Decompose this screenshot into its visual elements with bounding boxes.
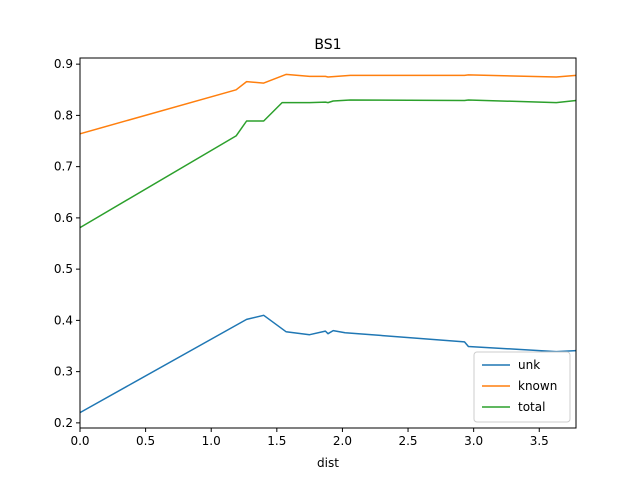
y-tick-label: 0.6: [54, 211, 73, 225]
series-line-unk: [79, 314, 577, 414]
series-line-known: [79, 73, 577, 135]
plot-frame: [79, 57, 577, 429]
series-line-total: [79, 99, 577, 229]
y-tick-label: 0.2: [54, 416, 73, 430]
x-tick-label: 3.5: [530, 434, 549, 448]
x-axis-ticks: 0.0 0.5 1.0 1.5 2.0 2.5 3.0 3.5: [70, 428, 549, 448]
legend-label-known: known: [518, 379, 557, 393]
y-tick-label: 0.8: [54, 108, 73, 122]
x-axis-label: dist: [317, 456, 339, 470]
y-tick-label: 0.3: [54, 365, 73, 379]
legend: unk known total: [473, 351, 571, 423]
legend-label-unk: unk: [518, 358, 540, 372]
y-axis-ticks: 0.2 0.3 0.4 0.5 0.6 0.7 0.8 0.9: [54, 57, 80, 430]
y-tick-label: 0.9: [54, 57, 73, 71]
x-tick-label: 2.5: [398, 434, 417, 448]
chart-title: BS1: [314, 37, 341, 53]
x-tick-label: 3.0: [464, 434, 483, 448]
x-tick-label: 2.0: [333, 434, 352, 448]
legend-label-total: total: [518, 400, 545, 414]
x-tick-label: 0.5: [136, 434, 155, 448]
y-tick-label: 0.7: [54, 160, 73, 174]
y-tick-label: 0.4: [54, 313, 73, 327]
x-tick-label: 1.0: [202, 434, 221, 448]
y-tick-label: 0.5: [54, 262, 73, 276]
x-tick-label: 0.0: [70, 434, 89, 448]
legend-box: [473, 351, 571, 423]
series-lines: [79, 73, 577, 414]
x-tick-label: 1.5: [267, 434, 286, 448]
